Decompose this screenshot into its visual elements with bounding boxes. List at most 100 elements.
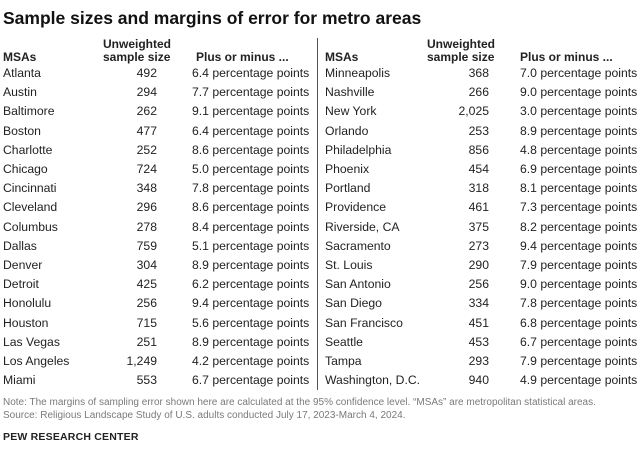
msa-cell: Detroit (3, 277, 39, 292)
sample-size-cell: 375 (468, 219, 489, 234)
sample-size-cell: 454 (468, 162, 489, 177)
sample-size-cell: 724 (136, 162, 157, 177)
table-row: Boston 477 6.4 percentage points (3, 122, 318, 141)
sample-size-cell: 251 (136, 334, 157, 349)
sample-size-cell: 461 (468, 200, 489, 215)
msa-cell: Baltimore (3, 104, 55, 119)
spacer-cell (157, 237, 192, 256)
spacer-cell (157, 64, 192, 83)
moe-cell: 6.7 percentage points (520, 334, 638, 349)
msa-cell: Atlanta (3, 66, 41, 80)
msa-cell: Nashville (325, 85, 375, 100)
moe-header: Plus or minus ... (520, 50, 613, 64)
sample-size-cell: 256 (136, 296, 157, 311)
table-row: Honolulu 256 9.4 percentage points (3, 294, 318, 313)
moe-cell: 6.4 percentage points (192, 123, 310, 138)
table-row: Denver 304 8.9 percentage points (3, 256, 318, 275)
sample-size-cell: 304 (136, 258, 157, 273)
moe-cell: 6.4 percentage points (192, 66, 310, 80)
msa-cell: Orlando (325, 123, 369, 138)
spacer-cell (157, 352, 192, 371)
sample-size-cell: 368 (468, 66, 489, 80)
spacer-cell (489, 333, 520, 352)
moe-cell: 9.4 percentage points (520, 238, 638, 253)
table-row: Sacramento 273 9.4 percentage points (325, 237, 640, 256)
brand-label: PEW RESEARCH CENTER (3, 431, 139, 443)
sample-size-cell: 273 (468, 238, 489, 253)
table-row: Cincinnati 348 7.8 percentage points (3, 179, 318, 198)
sample-size-cell: 553 (136, 373, 157, 388)
spacer-cell (157, 160, 192, 179)
sample-size-cell: 715 (136, 315, 157, 330)
moe-cell: 8.6 percentage points (192, 142, 310, 157)
spacer-cell (157, 198, 192, 217)
moe-cell: 5.0 percentage points (192, 162, 310, 177)
sample-size-cell: 256 (468, 277, 489, 292)
msa-cell: Miami (3, 373, 36, 388)
header-row: MSAs Unweighted sample size Plus or minu… (3, 38, 318, 64)
spacer-cell (157, 218, 192, 237)
table-row: Dallas 759 5.1 percentage points (3, 237, 318, 256)
table-row: Portland 318 8.1 percentage points (325, 179, 640, 198)
sample-size-cell: 294 (136, 85, 157, 100)
table-row: Riverside, CA 375 8.2 percentage points (325, 218, 640, 237)
msa-cell: Tampa (325, 354, 362, 369)
spacer-cell (489, 141, 520, 160)
sample-size-cell: 451 (468, 315, 489, 330)
spacer-cell (489, 237, 520, 256)
msa-cell: Las Vegas (3, 334, 60, 349)
spacer-cell (157, 294, 192, 313)
moe-cell: 7.7 percentage points (192, 85, 310, 100)
msa-cell: St. Louis (325, 258, 373, 273)
spacer-cell (489, 256, 520, 275)
table-row: Chicago 724 5.0 percentage points (3, 160, 318, 179)
msa-cell: Cleveland (3, 200, 58, 215)
spacer-cell (157, 102, 192, 121)
table-row: New York 2,025 3.0 percentage points (325, 102, 640, 121)
msa-cell: Austin (3, 85, 37, 100)
moe-cell: 8.9 percentage points (520, 123, 638, 138)
msa-header: MSAs (3, 50, 37, 64)
msa-cell: Denver (3, 258, 43, 273)
sample-size-cell: 290 (468, 258, 489, 273)
table-row: Minneapolis 368 7.0 percentage points (325, 64, 640, 83)
moe-cell: 9.1 percentage points (192, 104, 310, 119)
table-row: Las Vegas 251 8.9 percentage points (3, 333, 318, 352)
sample-size-header-line1: Unweighted (103, 37, 171, 51)
moe-cell: 6.7 percentage points (192, 373, 310, 388)
spacer-cell (157, 314, 192, 333)
sample-size-cell: 262 (136, 104, 157, 119)
spacer-cell (489, 83, 520, 102)
moe-cell: 6.9 percentage points (520, 162, 638, 177)
sample-size-header-line1: Unweighted (427, 37, 495, 51)
spacer-cell (489, 294, 520, 313)
table-row: Tampa 293 7.9 percentage points (325, 352, 640, 371)
msa-cell: Honolulu (3, 296, 52, 311)
moe-cell: 6.8 percentage points (520, 315, 638, 330)
sample-size-cell: 348 (136, 181, 157, 196)
sample-size-cell: 334 (468, 296, 489, 311)
table-row: Houston 715 5.6 percentage points (3, 314, 318, 333)
sample-size-header-line2: sample size (427, 50, 495, 64)
spacer-cell (157, 333, 192, 352)
table-row: Seattle 453 6.7 percentage points (325, 333, 640, 352)
spacer-cell (157, 179, 192, 198)
moe-cell: 8.9 percentage points (192, 334, 310, 349)
moe-cell: 5.6 percentage points (192, 315, 310, 330)
table-row: Baltimore 262 9.1 percentage points (3, 102, 318, 121)
sample-size-cell: 940 (468, 373, 489, 388)
moe-cell: 7.8 percentage points (192, 181, 310, 196)
source-text: Source: Religious Landscape Study of U.S… (3, 409, 406, 421)
moe-cell: 7.9 percentage points (520, 354, 638, 369)
table-row: Charlotte 252 8.6 percentage points (3, 141, 318, 160)
msa-cell: Columbus (3, 219, 58, 234)
moe-cell: 5.1 percentage points (192, 238, 310, 253)
table-row: Detroit 425 6.2 percentage points (3, 275, 318, 294)
spacer-cell (489, 198, 520, 217)
moe-cell: 4.9 percentage points (520, 373, 638, 388)
sample-size-cell: 759 (136, 238, 157, 253)
sample-size-cell: 492 (136, 66, 157, 80)
table-row: Los Angeles 1,249 4.2 percentage points (3, 352, 318, 371)
table-row: Nashville 266 9.0 percentage points (325, 83, 640, 102)
right-table: MSAs Unweighted sample size Plus or minu… (325, 38, 640, 390)
